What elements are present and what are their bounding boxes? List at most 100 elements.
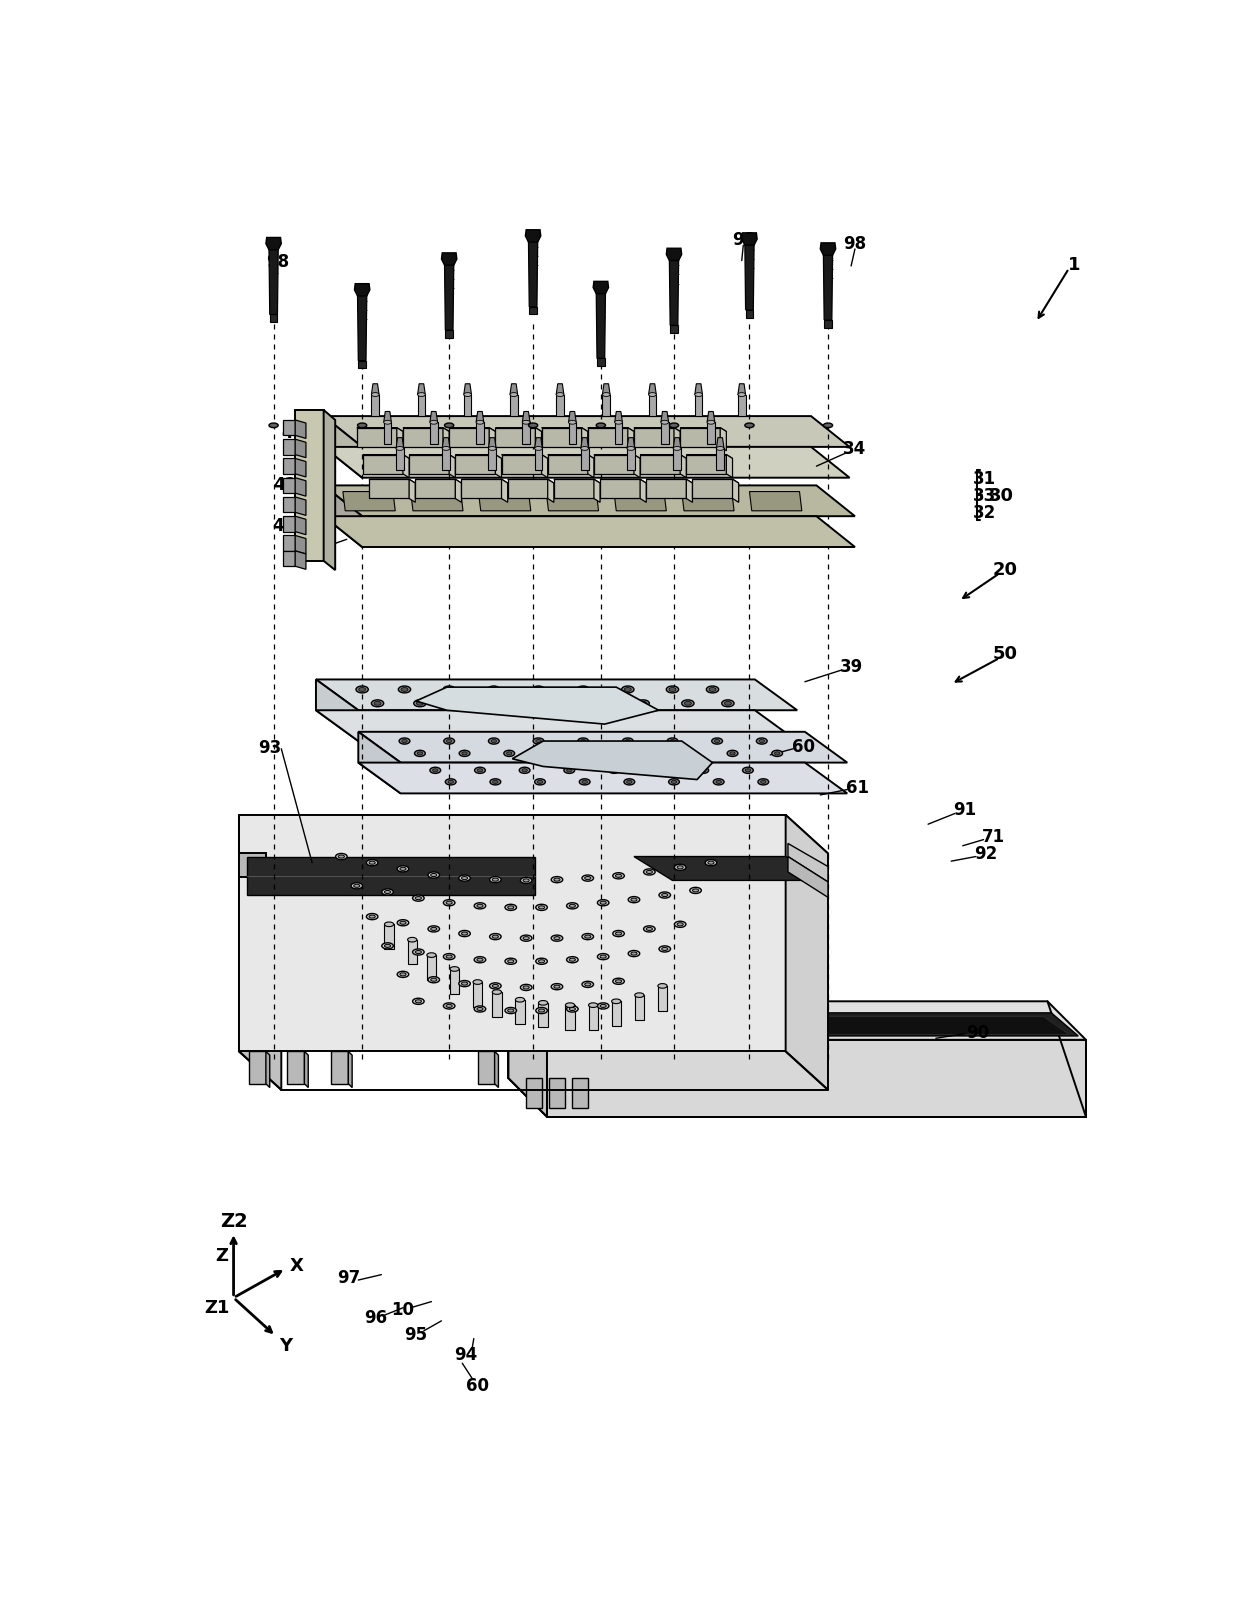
- Polygon shape: [295, 410, 324, 562]
- Text: 61: 61: [846, 780, 869, 797]
- Polygon shape: [409, 455, 455, 458]
- Text: 91: 91: [954, 801, 977, 818]
- Ellipse shape: [554, 938, 560, 939]
- Polygon shape: [507, 479, 554, 484]
- Polygon shape: [686, 455, 733, 458]
- Ellipse shape: [384, 944, 391, 947]
- Ellipse shape: [707, 686, 719, 694]
- Polygon shape: [283, 458, 295, 475]
- Ellipse shape: [492, 936, 498, 939]
- Polygon shape: [370, 479, 415, 484]
- Polygon shape: [580, 449, 589, 471]
- Polygon shape: [363, 455, 403, 475]
- Text: 39: 39: [839, 659, 863, 676]
- Text: Y: Y: [279, 1336, 293, 1354]
- Polygon shape: [670, 260, 678, 326]
- Ellipse shape: [507, 905, 513, 909]
- Polygon shape: [534, 449, 542, 471]
- Polygon shape: [568, 423, 577, 444]
- Ellipse shape: [336, 854, 347, 860]
- Polygon shape: [565, 1006, 574, 1030]
- Polygon shape: [430, 412, 438, 423]
- Ellipse shape: [490, 983, 501, 989]
- Polygon shape: [694, 384, 703, 395]
- Polygon shape: [403, 455, 409, 478]
- Ellipse shape: [528, 424, 538, 428]
- Ellipse shape: [724, 702, 732, 705]
- Ellipse shape: [464, 394, 471, 397]
- Polygon shape: [295, 478, 306, 497]
- Polygon shape: [528, 242, 538, 308]
- Polygon shape: [415, 479, 455, 499]
- Ellipse shape: [627, 447, 635, 450]
- Polygon shape: [821, 244, 836, 257]
- Ellipse shape: [445, 780, 456, 786]
- Polygon shape: [749, 492, 802, 512]
- Ellipse shape: [474, 1006, 486, 1012]
- Polygon shape: [443, 449, 450, 471]
- Ellipse shape: [357, 424, 367, 428]
- Ellipse shape: [487, 686, 500, 694]
- Ellipse shape: [596, 424, 605, 428]
- Ellipse shape: [536, 959, 547, 965]
- Ellipse shape: [596, 752, 601, 755]
- Ellipse shape: [745, 770, 750, 773]
- Ellipse shape: [366, 860, 378, 867]
- Ellipse shape: [624, 780, 635, 786]
- Polygon shape: [449, 455, 455, 478]
- Ellipse shape: [358, 688, 366, 692]
- Ellipse shape: [715, 781, 722, 784]
- Ellipse shape: [443, 686, 455, 694]
- Polygon shape: [316, 679, 358, 741]
- Ellipse shape: [339, 855, 345, 859]
- Polygon shape: [596, 294, 605, 360]
- Polygon shape: [295, 536, 306, 555]
- Polygon shape: [787, 857, 828, 897]
- Ellipse shape: [538, 960, 544, 964]
- Ellipse shape: [490, 935, 501, 939]
- Text: 30: 30: [988, 487, 1014, 505]
- Polygon shape: [542, 455, 548, 478]
- Polygon shape: [441, 253, 456, 266]
- Text: 31: 31: [972, 470, 996, 487]
- Ellipse shape: [445, 688, 453, 692]
- Ellipse shape: [461, 752, 467, 755]
- Ellipse shape: [552, 936, 563, 941]
- Polygon shape: [304, 1052, 309, 1088]
- Polygon shape: [692, 479, 739, 484]
- Polygon shape: [495, 428, 536, 447]
- Ellipse shape: [505, 905, 517, 910]
- Text: 60: 60: [466, 1375, 489, 1394]
- Polygon shape: [265, 1052, 270, 1088]
- Polygon shape: [582, 428, 588, 452]
- Text: X: X: [290, 1257, 304, 1275]
- Polygon shape: [526, 1078, 542, 1107]
- Polygon shape: [557, 395, 564, 416]
- Ellipse shape: [446, 955, 453, 959]
- Ellipse shape: [615, 421, 622, 424]
- Text: 98: 98: [843, 234, 867, 253]
- Ellipse shape: [675, 865, 686, 872]
- Polygon shape: [510, 384, 517, 395]
- Ellipse shape: [579, 688, 587, 692]
- Ellipse shape: [537, 781, 543, 784]
- Ellipse shape: [507, 1009, 513, 1012]
- Polygon shape: [384, 925, 394, 949]
- Ellipse shape: [477, 1007, 484, 1010]
- Ellipse shape: [658, 946, 671, 952]
- Polygon shape: [745, 245, 754, 310]
- Polygon shape: [548, 479, 554, 504]
- Ellipse shape: [603, 394, 610, 397]
- Polygon shape: [522, 423, 529, 444]
- Ellipse shape: [677, 867, 683, 870]
- Polygon shape: [295, 552, 306, 570]
- Ellipse shape: [521, 985, 532, 991]
- Ellipse shape: [580, 447, 589, 450]
- Polygon shape: [283, 421, 295, 436]
- Ellipse shape: [600, 955, 606, 959]
- Ellipse shape: [598, 901, 609, 905]
- Ellipse shape: [428, 976, 439, 983]
- Polygon shape: [675, 428, 681, 452]
- Polygon shape: [283, 552, 295, 567]
- Ellipse shape: [730, 752, 735, 755]
